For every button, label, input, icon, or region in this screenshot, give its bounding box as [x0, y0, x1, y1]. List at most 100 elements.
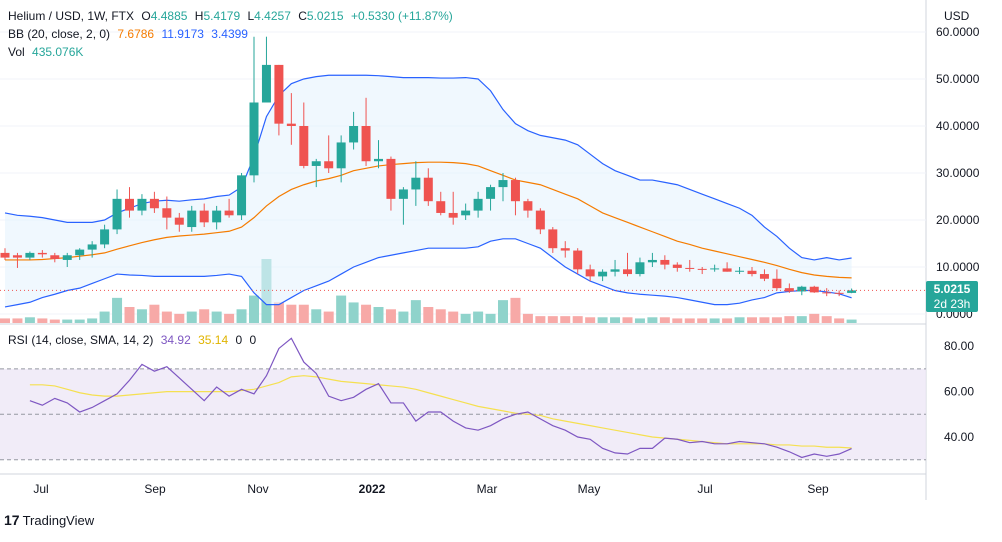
rsi-legend[interactable]: RSI (14, close, SMA, 14, 2) 34.92 35.14 …: [8, 333, 260, 347]
candle-body: [623, 269, 632, 275]
candle-body: [461, 210, 471, 216]
volume-bar: [385, 309, 396, 323]
time-tick-label: Mar: [477, 482, 498, 496]
price-tick-label: 10.0000: [936, 260, 980, 274]
time-tick-label: Jul: [697, 482, 712, 496]
volume-bar: [373, 307, 384, 323]
vol-label: Vol: [8, 45, 25, 59]
low-value: 4.4257: [254, 9, 291, 23]
candle-body: [299, 126, 309, 166]
rsi-tick-label: 80.00: [944, 339, 974, 353]
volume-bar: [572, 316, 583, 323]
candle-body: [249, 102, 259, 176]
candle-body: [149, 198, 159, 209]
volume-bar: [199, 309, 210, 323]
candle-body: [50, 255, 60, 260]
candle-body: [672, 264, 682, 268]
candle-body: [274, 64, 284, 124]
volume-bar: [236, 309, 247, 323]
volume-bar: [722, 318, 733, 323]
time-tick-label: Sep: [807, 482, 829, 496]
volume-bar: [136, 309, 147, 323]
volume-bar: [99, 311, 110, 323]
high-value: 5.4179: [203, 9, 241, 23]
candle-body: [847, 290, 857, 293]
volume-bar: [112, 297, 123, 323]
volume-bar: [410, 300, 421, 323]
volume-bar: [622, 317, 633, 323]
candle-body: [598, 271, 608, 277]
candle-body: [187, 210, 197, 228]
volume-bar: [174, 313, 185, 323]
volume-bar: [311, 309, 322, 323]
candle-body: [747, 270, 757, 275]
volume-bar: [249, 295, 259, 323]
candle-body: [523, 201, 533, 211]
rsi-extra-2: 0: [249, 333, 257, 347]
volume-bar: [161, 311, 172, 323]
rsi-extra-1: 0: [235, 333, 243, 347]
rsi-line: [29, 337, 852, 459]
bb-basis-line: [5, 161, 852, 279]
candle-body: [324, 161, 334, 169]
candle-body: [12, 255, 22, 258]
last-price-tag: 5.0215 2d 23h: [926, 281, 978, 312]
volume-bar: [821, 316, 832, 323]
time-tick-label: Sep: [144, 482, 166, 496]
price-tick-label: 60.0000: [936, 25, 980, 39]
rsi-tick-label: 60.00: [944, 385, 974, 399]
volume-bar: [697, 318, 708, 323]
volume-bar: [784, 316, 795, 323]
candle-body: [411, 177, 421, 190]
bb-label: BB (20, close, 2, 0): [8, 27, 111, 41]
candle-body: [784, 288, 794, 292]
time-tick-label: May: [578, 482, 601, 496]
change-value: +0.5330 (+11.87%): [350, 9, 453, 23]
volume-bar: [771, 317, 782, 323]
candle-body: [548, 229, 558, 249]
close-value: 5.0215: [306, 9, 344, 23]
candle-body: [75, 249, 85, 256]
candle-body: [436, 201, 446, 213]
tradingview-logo[interactable]: 17 TradingView: [4, 512, 94, 528]
currency-label: USD: [944, 9, 970, 23]
volume-bar: [634, 318, 645, 323]
volume-bar: [435, 309, 446, 323]
volume-bar: [273, 302, 284, 323]
candle-body: [610, 269, 620, 272]
volume-bar: [747, 317, 757, 323]
candle-body: [685, 267, 695, 269]
candle-body: [336, 142, 346, 169]
volume-bar: [286, 304, 297, 323]
candle-body: [100, 229, 110, 245]
volume-bar: [323, 311, 334, 323]
candle-body: [585, 269, 595, 277]
volume-bar: [473, 311, 484, 323]
bb-legend[interactable]: BB (20, close, 2, 0) 7.6786 11.9173 3.43…: [8, 27, 252, 41]
volume-bar: [498, 300, 508, 323]
volume-bar: [186, 311, 197, 323]
volume-bar: [672, 318, 683, 323]
candle-body: [822, 292, 832, 294]
volume-bar: [560, 316, 571, 323]
candle-body: [386, 158, 396, 199]
candle-body: [560, 248, 570, 251]
candle-body: [212, 210, 222, 223]
candle-body: [486, 187, 496, 199]
candle-body: [237, 175, 247, 216]
candle-body: [759, 274, 769, 279]
volume-bar: [124, 307, 135, 323]
candle-body: [797, 286, 807, 292]
volume-bar: [796, 316, 807, 323]
candle-body: [311, 161, 321, 166]
candle-body: [722, 268, 732, 272]
vol-legend[interactable]: Vol 435.076K: [8, 45, 87, 59]
volume-bar: [0, 318, 10, 323]
symbol-title: Helium / USD, 1W, FTX: [8, 9, 135, 23]
volume-bar: [834, 318, 845, 323]
volume-bar: [659, 317, 670, 323]
high-label: H: [194, 9, 204, 23]
candle-body: [112, 198, 122, 230]
brand-name: TradingView: [22, 513, 95, 528]
